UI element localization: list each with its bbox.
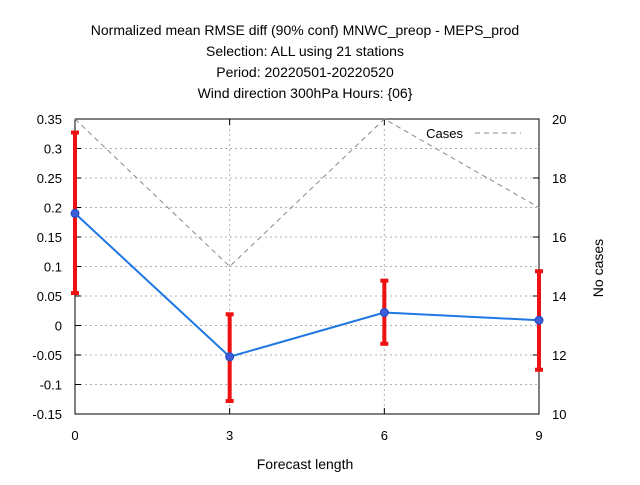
title-line-3: Wind direction 300hPa Hours: {06}: [198, 85, 413, 101]
cases-line: [74, 118, 540, 268]
y2-tick-label-2: 14: [552, 289, 566, 304]
chart-title: Normalized mean RMSE diff (90% conf) MNW…: [91, 22, 519, 101]
y-tick-label-10: 0.35: [37, 112, 62, 127]
y2-tick-label-0: 10: [552, 407, 566, 422]
rmse-diff-point-3: [534, 315, 544, 325]
x-axis-label: Forecast length: [257, 456, 354, 472]
y2-axis-label: No cases: [590, 239, 606, 297]
y-tick-label-2: -0.05: [32, 348, 62, 363]
title-line-0: Normalized mean RMSE diff (90% conf) MNW…: [91, 22, 519, 38]
y2-tick-label-4: 18: [552, 171, 566, 186]
cases-point-2: [383, 118, 385, 120]
rmse-diff-point-1: [225, 352, 235, 362]
cases-point-0: [74, 118, 76, 120]
y2-tick-label-1: 12: [552, 348, 566, 363]
cases-point-3: [538, 207, 540, 208]
y-tick-label-1: -0.1: [40, 378, 62, 393]
grid: [75, 119, 539, 414]
title-line-1: Selection: ALL using 21 stations: [206, 43, 404, 59]
y2-tick-label-5: 20: [552, 112, 566, 127]
y-tick-label-4: 0.05: [37, 289, 62, 304]
axis-ticks: -0.15 -0.1 -0.05 0 0.05 0.1 0.15 0.2 0.25 0.3 0.35…: [32, 112, 566, 443]
y-tick-label-3: 0: [55, 319, 62, 334]
y-tick-label-8: 0.25: [37, 171, 62, 186]
x-tick-label-2: 6: [381, 428, 388, 443]
title-line-2: Period: 20220501-20220520: [216, 64, 394, 80]
legend: Cases: [426, 126, 521, 141]
y-tick-label-7: 0.2: [44, 201, 62, 216]
rmse-diff-point-0: [70, 208, 80, 218]
rmse-diff-point-2: [379, 308, 389, 318]
y-tick-label-5: 0.1: [44, 260, 62, 275]
y-tick-label-9: 0.3: [44, 142, 62, 157]
series: [70, 118, 544, 404]
y2-tick-label-3: 16: [552, 230, 566, 245]
x-tick-label-1: 3: [226, 428, 233, 443]
x-tick-label-0: 0: [71, 428, 78, 443]
y-tick-label-6: 0.15: [37, 230, 62, 245]
legend-label-cases: Cases: [426, 126, 463, 141]
cases-point-1: [229, 266, 231, 267]
x-tick-label-3: 9: [535, 428, 542, 443]
y-tick-label-0: -0.15: [32, 407, 62, 422]
rmse-diff-line: [74, 212, 540, 358]
